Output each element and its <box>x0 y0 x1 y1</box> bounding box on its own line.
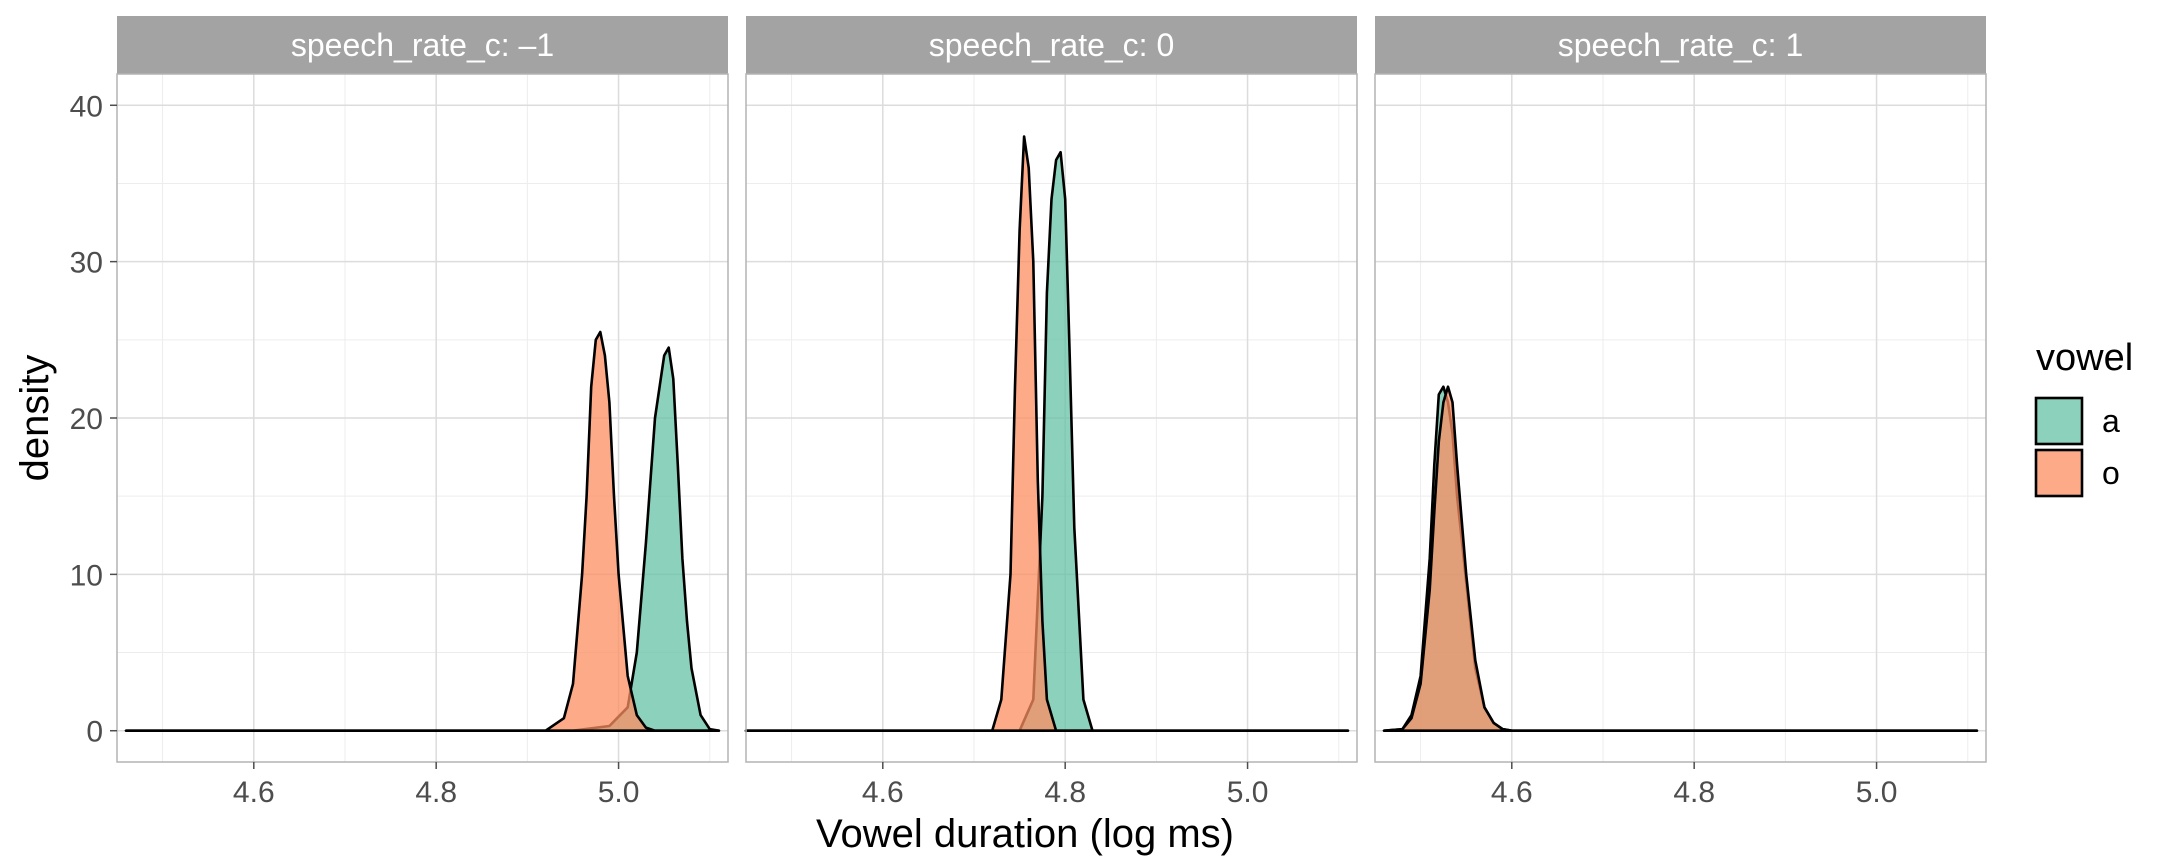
y-tick-label: 40 <box>70 90 103 123</box>
density-area-o <box>1382 385 1979 733</box>
panel-border <box>745 73 1358 763</box>
panel-border <box>1374 73 1987 763</box>
x-tick-label: 5.0 <box>1227 776 1269 809</box>
x-tick-label: 4.8 <box>1044 776 1086 809</box>
x-tick-label: 4.8 <box>1673 776 1715 809</box>
x-axes: 4.6 4.8 5.0 4.6 4.8 5.0 4.6 4.8 5.0 <box>233 762 1897 809</box>
legend-key-o <box>2034 448 2084 498</box>
y-axis: 0 10 20 30 40 <box>70 90 117 749</box>
facet-strip <box>117 16 728 74</box>
density-area-o <box>124 330 721 733</box>
x-tick-label: 4.8 <box>415 776 457 809</box>
legend: vowel ao <box>2034 337 2133 498</box>
y-tick-label: 30 <box>70 247 103 280</box>
legend-title: vowel <box>2036 337 2133 379</box>
x-tick-label: 4.6 <box>233 776 275 809</box>
legend-label-a: a <box>2102 403 2120 439</box>
facet-strip-label: speech_rate_c: 0 <box>929 27 1175 63</box>
y-tick-label: 20 <box>70 403 103 436</box>
facet-strip-label: speech_rate_c: 1 <box>1558 27 1804 63</box>
facet-panel: speech_rate_c: 0 <box>744 16 1358 763</box>
density-area-o <box>744 135 1350 733</box>
facet-strip <box>746 16 1357 74</box>
x-tick-label: 4.6 <box>1491 776 1533 809</box>
legend-label-o: o <box>2102 455 2120 491</box>
density-area-a <box>744 150 1350 733</box>
facet-strip <box>1375 16 1986 74</box>
facet-panels: speech_rate_c: –1 speech_rate_c: 0 speech_… <box>116 16 1987 763</box>
y-tick-label: 10 <box>70 559 103 592</box>
x-tick-label: 5.0 <box>598 776 640 809</box>
density-area-a <box>124 346 721 733</box>
y-axis-title: density <box>13 355 57 482</box>
x-tick-label: 4.6 <box>862 776 904 809</box>
x-axis-title: Vowel duration (log ms) <box>816 812 1234 856</box>
legend-key-a <box>2034 396 2084 446</box>
facet-panel: speech_rate_c: 1 <box>1374 16 1987 763</box>
x-tick-label: 5.0 <box>1856 776 1898 809</box>
facet-panel: speech_rate_c: –1 <box>116 16 729 763</box>
facet-strip-label: speech_rate_c: –1 <box>291 27 554 63</box>
y-tick-label: 0 <box>86 716 103 749</box>
